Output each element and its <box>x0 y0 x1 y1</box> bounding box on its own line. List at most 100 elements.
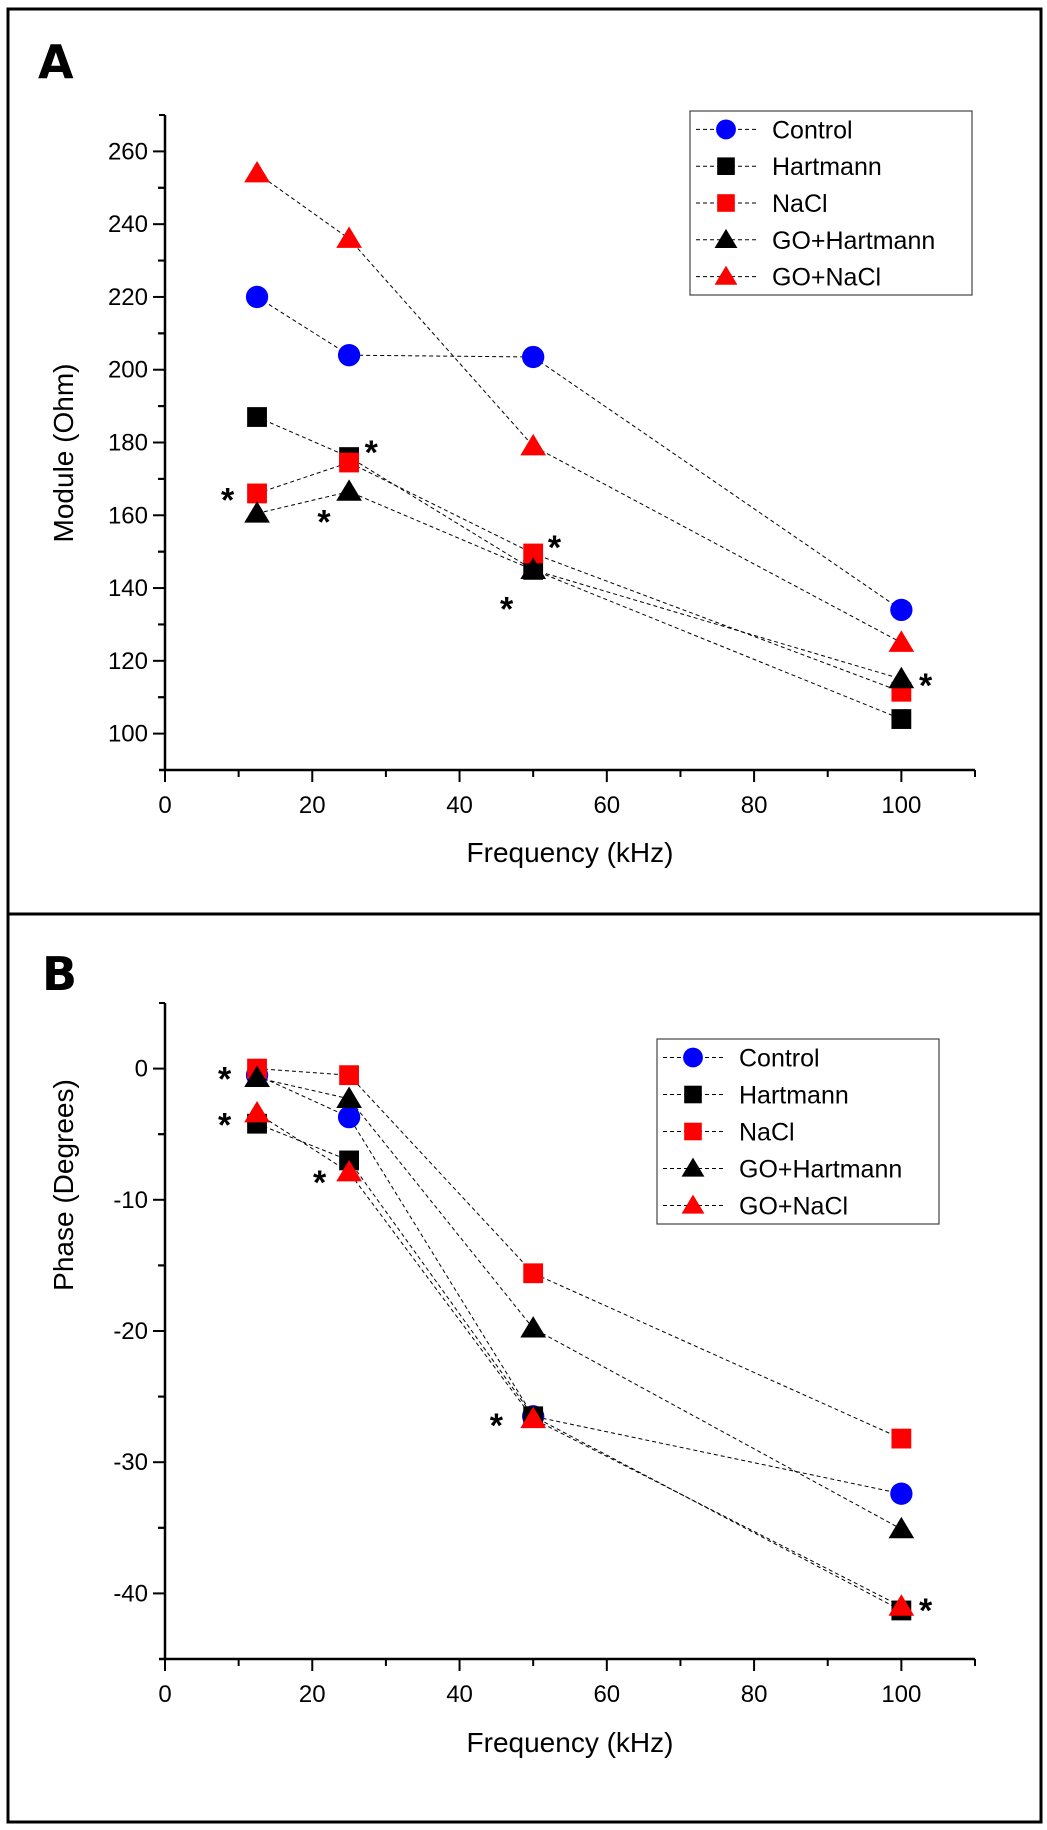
data-point-go-hartmann <box>520 1316 547 1338</box>
significance-asterisk: * <box>365 434 379 472</box>
legend-box <box>689 110 973 296</box>
legend-item: GO+Hartmann <box>663 1156 902 1184</box>
data-point-control <box>337 1105 361 1129</box>
legend-marker-go-nacl <box>681 1194 705 1214</box>
data-point-control <box>890 1482 913 1505</box>
significance-asterisk: * <box>919 1592 933 1630</box>
legend-label: GO+Hartmann <box>772 227 935 255</box>
legend-marker-hartmann <box>684 1085 702 1104</box>
legend-label: GO+Hartmann <box>739 1156 902 1184</box>
y-tick-label: -10 <box>113 1187 148 1214</box>
x-axis-title-a: Frequency (kHz) <box>467 837 674 868</box>
legend-item: Control <box>663 1045 820 1073</box>
y-tick-label: 200 <box>108 357 148 384</box>
data-point-go-nacl <box>888 1594 915 1616</box>
significance-marks-a: * * * * * * <box>221 434 933 705</box>
series-line-go-hartmann <box>256 491 902 680</box>
y-tick-label: 220 <box>108 284 148 311</box>
x-tick-label: 60 <box>593 1681 620 1708</box>
x-tick-label: 60 <box>593 792 620 819</box>
x-tick-label: 100 <box>881 1681 921 1708</box>
x-tick-label: 40 <box>446 1681 473 1708</box>
data-point-go-hartmann <box>888 666 915 689</box>
legend-marker-hartmann <box>717 157 735 175</box>
legend-item: Control <box>696 116 853 144</box>
legend-marker-nacl <box>684 1122 702 1141</box>
panel-b: B 0 20 40 60 80 100 -40 -30 -20 -10 0 Frequency (k… <box>42 947 976 1758</box>
legend-item: Hartmann <box>663 1082 849 1110</box>
series-lines-b <box>256 1068 902 1611</box>
series-line-nacl <box>256 461 902 693</box>
y-tick-label: 0 <box>135 1056 148 1083</box>
legend-marker-control <box>683 1047 703 1068</box>
data-point-nacl <box>523 1263 544 1284</box>
series-markers-b <box>244 1058 915 1621</box>
x-axis-title-b: Frequency (kHz) <box>467 1727 674 1758</box>
axes-a: 0 20 40 60 80 100 100 120 140 160 180 200 220 240 260 <box>108 114 976 819</box>
series-line-control <box>256 1074 902 1495</box>
y-axis-title-a: Module (Ohm) <box>48 364 79 543</box>
significance-asterisk: * <box>218 1106 232 1144</box>
data-point-go-nacl <box>336 1160 362 1182</box>
y-tick-label: 140 <box>108 575 148 602</box>
series-line-hartmann <box>256 416 902 720</box>
panel-label-a: A <box>38 35 74 89</box>
data-point-hartmann <box>891 709 912 729</box>
legend-label: Hartmann <box>772 153 882 181</box>
y-tick-label: 180 <box>108 430 148 457</box>
legend-item: NaCl <box>663 1119 795 1147</box>
data-point-nacl <box>339 452 359 473</box>
y-tick-label: 160 <box>108 502 148 529</box>
legend-label: GO+NaCl <box>739 1193 848 1221</box>
data-point-go-hartmann <box>888 1516 915 1539</box>
data-point-go-hartmann <box>520 557 547 580</box>
data-point-go-hartmann <box>244 1065 270 1087</box>
series-line-nacl <box>257 1068 902 1440</box>
data-point-nacl <box>247 483 267 504</box>
y-tick-label: 120 <box>108 648 148 675</box>
x-tick-label: 80 <box>741 792 768 819</box>
legend-label: NaCl <box>772 190 828 218</box>
legend-label: Control <box>739 1045 820 1073</box>
legend-label: NaCl <box>739 1119 795 1147</box>
data-point-go-hartmann <box>336 479 362 501</box>
axes-b: 0 20 40 60 80 100 -40 -30 -20 -10 0 <box>113 1002 976 1708</box>
data-point-go-hartmann <box>336 1086 362 1108</box>
data-point-go-hartmann <box>244 501 270 523</box>
x-tick-label: 0 <box>158 792 171 819</box>
significance-marks-b: * * * * * <box>218 1061 933 1630</box>
significance-asterisk: * <box>919 667 933 705</box>
series-line-go-nacl <box>256 1112 902 1607</box>
significance-asterisk: * <box>490 1407 504 1445</box>
legend-item: GO+Hartmann <box>696 227 935 255</box>
legend-item: Hartmann <box>696 153 882 181</box>
y-tick-label: 260 <box>108 138 148 165</box>
significance-asterisk: * <box>313 1164 327 1202</box>
data-point-go-nacl <box>244 160 270 183</box>
legend-marker-control <box>716 119 736 140</box>
data-point-go-nacl <box>888 630 915 652</box>
legend-item: GO+NaCl <box>696 264 881 292</box>
data-point-go-nacl <box>244 1100 270 1123</box>
data-point-go-nacl <box>520 1406 547 1429</box>
significance-asterisk: * <box>317 503 331 541</box>
data-point-nacl <box>523 543 544 564</box>
legend-marker-nacl <box>717 194 735 212</box>
legend-item: NaCl <box>696 190 828 218</box>
x-tick-label: 40 <box>446 792 473 819</box>
legend-marker-go-hartmann <box>714 228 738 248</box>
data-point-hartmann <box>247 407 267 427</box>
legend-label: GO+NaCl <box>772 264 881 292</box>
legend-box <box>656 1038 940 1225</box>
significance-asterisk: * <box>548 529 562 567</box>
legend-label: Control <box>772 116 853 144</box>
significance-asterisk: * <box>500 591 514 629</box>
panel-label-b: B <box>42 947 77 1001</box>
x-tick-label: 100 <box>881 792 921 819</box>
x-tick-label: 0 <box>158 1681 171 1708</box>
series-line-hartmann <box>256 1123 902 1611</box>
legend-marker-go-nacl <box>714 265 738 285</box>
legend-item: GO+NaCl <box>663 1193 848 1221</box>
significance-asterisk: * <box>221 481 235 519</box>
data-point-nacl <box>891 1428 912 1449</box>
